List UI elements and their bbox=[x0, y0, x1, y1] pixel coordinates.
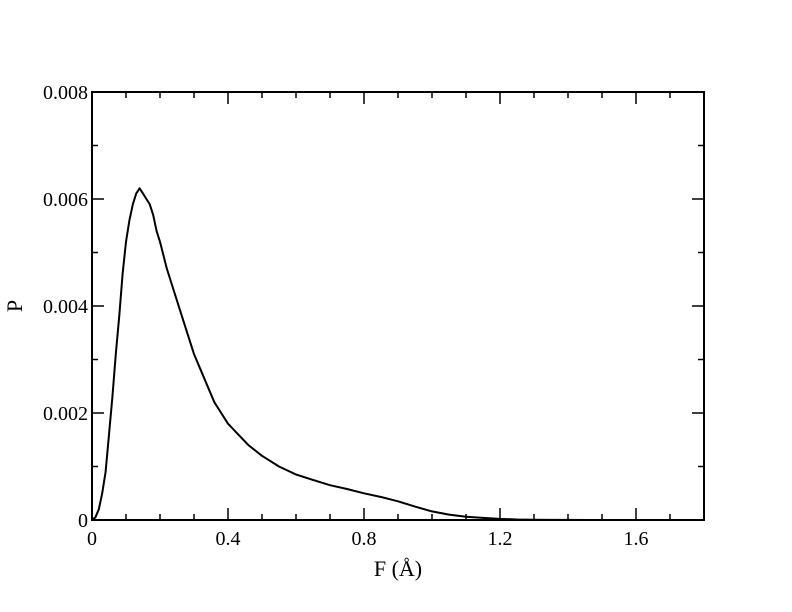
data-point bbox=[237, 433, 239, 436]
data-point bbox=[145, 198, 148, 200]
y-tick-label: 0.006 bbox=[43, 189, 88, 211]
data-point bbox=[261, 455, 263, 457]
data-point bbox=[220, 412, 222, 414]
data-point bbox=[465, 516, 467, 518]
x-tick-label: 1.6 bbox=[624, 528, 649, 550]
data-point bbox=[414, 505, 416, 508]
data-point bbox=[200, 369, 202, 372]
data-point bbox=[278, 465, 280, 468]
data-point bbox=[179, 310, 182, 313]
data-point bbox=[135, 192, 137, 195]
x-axis-title: F (Å) bbox=[374, 556, 422, 581]
x-tick-label: 0 bbox=[87, 528, 97, 550]
data-point bbox=[363, 492, 365, 495]
data-point bbox=[108, 433, 110, 436]
data-point bbox=[186, 332, 188, 334]
data-point bbox=[104, 471, 107, 473]
y-axis-title: P bbox=[2, 300, 27, 312]
data-point bbox=[111, 396, 114, 398]
x-tick-label: 1.2 bbox=[488, 528, 513, 550]
data-point bbox=[397, 500, 399, 503]
data-point bbox=[115, 353, 117, 355]
y-tick-label: 0.004 bbox=[43, 296, 88, 318]
labels-layer: 0 0.4 0.8 1.2 1.6 0 0.002 0.004 0.006 0.008 bbox=[43, 82, 649, 550]
y-tick-label: 0 bbox=[78, 510, 88, 532]
data-point bbox=[227, 422, 229, 425]
data-point bbox=[213, 401, 216, 404]
data-point bbox=[118, 315, 120, 318]
data-point bbox=[155, 230, 158, 232]
data-point bbox=[346, 488, 348, 490]
data-point bbox=[152, 214, 154, 216]
data-point bbox=[247, 444, 250, 446]
line-layer bbox=[91, 187, 586, 521]
data-point bbox=[329, 484, 331, 487]
data-point bbox=[193, 353, 195, 355]
data-point bbox=[482, 517, 484, 519]
data-point bbox=[448, 513, 450, 516]
data-point bbox=[101, 492, 103, 495]
x-tick-label: 0.4 bbox=[216, 528, 241, 550]
data-point bbox=[138, 187, 141, 190]
y-tick-label: 0.002 bbox=[43, 403, 88, 425]
data-point bbox=[94, 516, 97, 519]
series-line bbox=[91, 187, 586, 521]
data-point bbox=[132, 203, 134, 206]
y-tick-label: 0.008 bbox=[43, 82, 88, 104]
ticks-layer bbox=[91, 91, 705, 521]
data-point bbox=[166, 267, 168, 270]
data-point bbox=[125, 241, 127, 243]
data-point bbox=[295, 473, 297, 476]
data-point bbox=[431, 510, 433, 513]
data-point bbox=[121, 273, 124, 275]
data-point bbox=[142, 192, 144, 195]
data-point bbox=[380, 496, 382, 498]
x-tick-label: 0.8 bbox=[352, 528, 377, 550]
data-point bbox=[312, 479, 314, 481]
data-point bbox=[149, 203, 151, 206]
data-point bbox=[98, 508, 100, 511]
data-point bbox=[172, 289, 175, 291]
plot-frame bbox=[91, 91, 705, 521]
data-point bbox=[206, 385, 209, 388]
data-point bbox=[128, 219, 131, 222]
data-point bbox=[159, 241, 161, 243]
